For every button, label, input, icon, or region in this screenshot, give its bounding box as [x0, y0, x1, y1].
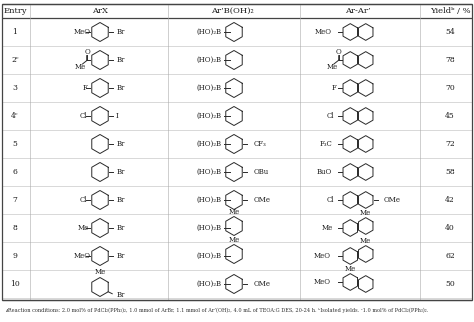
Text: MeO: MeO — [74, 252, 91, 260]
Text: Cl: Cl — [327, 112, 334, 120]
Text: (HO)₂B: (HO)₂B — [197, 280, 222, 288]
Text: I: I — [115, 112, 118, 120]
Text: Me: Me — [322, 224, 333, 232]
Text: (HO)₂B: (HO)₂B — [197, 224, 222, 232]
Text: 58: 58 — [445, 168, 455, 176]
Text: OMe: OMe — [254, 196, 271, 204]
Text: Me: Me — [326, 63, 337, 71]
Text: (HO)₂B: (HO)₂B — [197, 56, 222, 64]
Text: Cl: Cl — [80, 196, 87, 204]
Text: O: O — [85, 48, 91, 56]
Text: Br: Br — [117, 196, 126, 204]
Text: Br: Br — [117, 28, 126, 36]
Text: Me: Me — [94, 269, 106, 277]
Text: (HO)₂B: (HO)₂B — [197, 28, 222, 36]
Text: 40: 40 — [445, 224, 455, 232]
Text: MeO: MeO — [74, 28, 91, 36]
Text: 78: 78 — [445, 56, 455, 64]
Text: 4ᶜ: 4ᶜ — [11, 112, 19, 120]
Text: 62: 62 — [445, 252, 455, 260]
Text: Me: Me — [360, 209, 371, 217]
Text: (HO)₂B: (HO)₂B — [197, 140, 222, 148]
Text: Me: Me — [360, 237, 371, 245]
Text: Me: Me — [228, 207, 240, 215]
Text: Me: Me — [75, 63, 86, 71]
Text: 8: 8 — [13, 224, 18, 232]
Text: F: F — [331, 84, 336, 92]
Text: OBu: OBu — [254, 168, 269, 176]
Text: (HO)₂B: (HO)₂B — [197, 252, 222, 260]
Text: 70: 70 — [445, 84, 455, 92]
Text: (HO)₂B: (HO)₂B — [197, 196, 222, 204]
Text: Me: Me — [228, 235, 240, 243]
Text: 72: 72 — [445, 140, 455, 148]
Text: Br: Br — [117, 56, 126, 64]
Text: Br: Br — [117, 252, 126, 260]
Text: 6: 6 — [13, 168, 18, 176]
Text: ᴀReaction conditions: 2.0 mol% of PdCl₂(PPh₃)₂, 1.0 mmol of ArBr, 1.1 mmol of Ar: ᴀReaction conditions: 2.0 mol% of PdCl₂(… — [5, 308, 428, 313]
Text: Cl: Cl — [80, 112, 87, 120]
Text: Br: Br — [117, 224, 126, 232]
Text: 10: 10 — [10, 280, 20, 288]
Text: 1: 1 — [13, 28, 18, 36]
Text: 3: 3 — [12, 84, 18, 92]
Text: Ar-Ar’: Ar-Ar’ — [345, 7, 371, 15]
Text: (HO)₂B: (HO)₂B — [197, 84, 222, 92]
Text: Entry: Entry — [3, 7, 27, 15]
Text: Br: Br — [117, 168, 126, 176]
Text: (HO)₂B: (HO)₂B — [197, 168, 222, 176]
Text: F: F — [82, 84, 87, 92]
Text: Br: Br — [116, 291, 125, 299]
Text: (HO)₂B: (HO)₂B — [197, 112, 222, 120]
Text: MeO: MeO — [314, 252, 331, 260]
Text: O: O — [336, 48, 342, 56]
Text: Me: Me — [345, 265, 356, 273]
Text: 42: 42 — [445, 196, 455, 204]
Text: 5: 5 — [13, 140, 18, 148]
Text: 9: 9 — [13, 252, 18, 260]
Text: Br: Br — [117, 140, 126, 148]
Text: 50: 50 — [445, 280, 455, 288]
Text: ArX: ArX — [92, 7, 108, 15]
Text: 2ᶜ: 2ᶜ — [11, 56, 19, 64]
Text: OMe: OMe — [254, 280, 271, 288]
Text: Cl: Cl — [327, 196, 334, 204]
Text: Br: Br — [117, 84, 126, 92]
Text: MeO: MeO — [315, 28, 332, 36]
Text: 7: 7 — [13, 196, 18, 204]
Text: Yieldᵇ / %: Yieldᵇ / % — [430, 7, 470, 15]
Text: MeO: MeO — [314, 278, 331, 286]
Text: Me: Me — [78, 224, 89, 232]
Text: Ar’B(OH)₂: Ar’B(OH)₂ — [210, 7, 254, 15]
Text: F₃C: F₃C — [319, 140, 332, 148]
Text: CF₃: CF₃ — [254, 140, 267, 148]
Text: 45: 45 — [445, 112, 455, 120]
Text: BuO: BuO — [317, 168, 332, 176]
Text: OMe: OMe — [384, 196, 401, 204]
Text: 54: 54 — [445, 28, 455, 36]
